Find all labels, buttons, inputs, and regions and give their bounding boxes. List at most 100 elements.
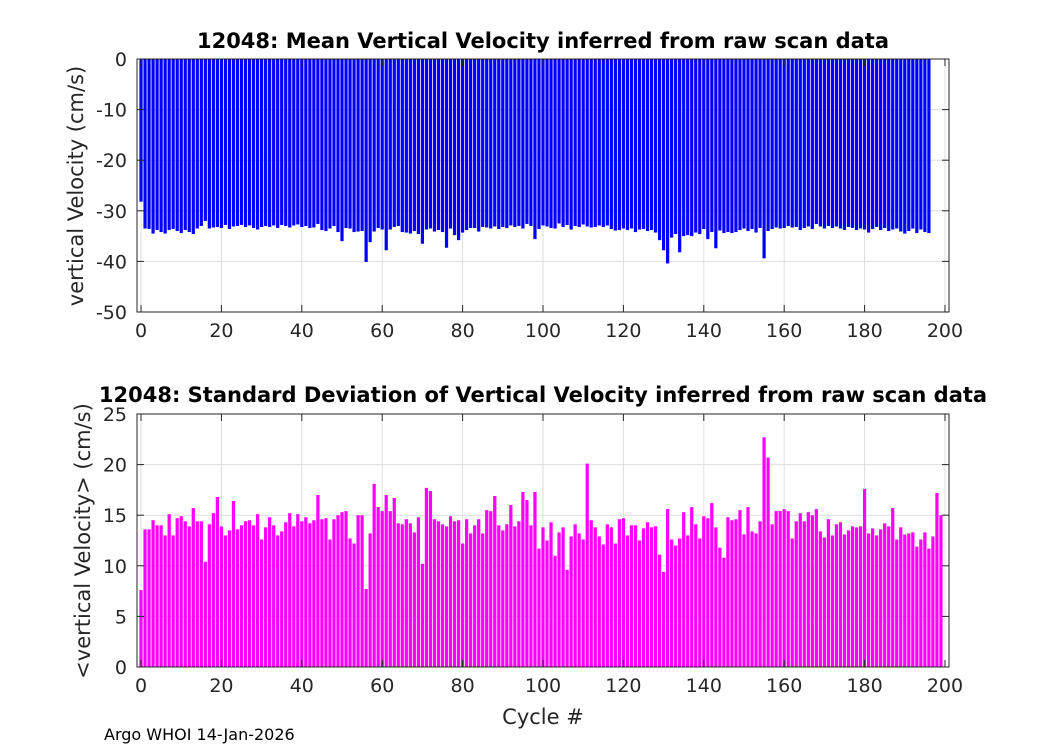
bar bbox=[682, 59, 686, 237]
bar bbox=[497, 59, 501, 230]
bar bbox=[879, 529, 883, 667]
bar bbox=[754, 59, 758, 233]
bar bbox=[883, 59, 887, 229]
bar bbox=[191, 59, 195, 235]
bar bbox=[738, 510, 742, 667]
bar bbox=[649, 59, 654, 231]
bar bbox=[251, 525, 256, 667]
bar bbox=[481, 59, 485, 227]
bar bbox=[300, 521, 304, 667]
bar bbox=[255, 59, 260, 230]
bar bbox=[489, 511, 493, 667]
x-tick-label: 60 bbox=[370, 320, 394, 342]
bar bbox=[722, 59, 726, 234]
x-tick-label: 0 bbox=[135, 675, 147, 697]
bar bbox=[653, 526, 658, 667]
bar bbox=[440, 524, 445, 667]
bar bbox=[505, 524, 509, 667]
bar bbox=[758, 59, 762, 229]
bar bbox=[891, 59, 895, 230]
bar bbox=[802, 59, 806, 229]
bar bbox=[292, 526, 296, 667]
bar bbox=[420, 59, 425, 244]
bar bbox=[746, 507, 750, 667]
bar bbox=[171, 59, 175, 230]
bar bbox=[171, 535, 175, 667]
bar bbox=[400, 59, 404, 233]
y-tick-label: 0 bbox=[115, 49, 127, 71]
bar bbox=[637, 540, 642, 667]
bar bbox=[730, 59, 734, 234]
bar bbox=[810, 515, 814, 667]
bar bbox=[420, 563, 425, 667]
bar bbox=[818, 59, 822, 227]
x-tick-label: 40 bbox=[290, 675, 314, 697]
bar bbox=[641, 59, 646, 230]
bar bbox=[424, 59, 429, 230]
bar bbox=[613, 59, 617, 231]
bar bbox=[167, 59, 171, 231]
y-tick-label: -30 bbox=[96, 201, 127, 223]
bar bbox=[215, 496, 220, 667]
bar bbox=[754, 533, 758, 667]
bar bbox=[557, 59, 561, 224]
bar bbox=[758, 521, 762, 667]
bar bbox=[376, 507, 380, 667]
bar bbox=[678, 59, 682, 253]
bar bbox=[432, 59, 437, 232]
x-tick-label: 160 bbox=[766, 320, 802, 342]
bar bbox=[239, 525, 244, 667]
bar bbox=[432, 519, 437, 667]
bar bbox=[424, 487, 429, 667]
bar bbox=[187, 526, 191, 667]
bar bbox=[505, 59, 509, 229]
x-tick-label: 80 bbox=[451, 320, 475, 342]
bar bbox=[742, 534, 746, 667]
bar bbox=[822, 537, 826, 667]
bar bbox=[312, 520, 316, 667]
x-tick-label: 180 bbox=[846, 320, 882, 342]
bar bbox=[300, 59, 304, 227]
bar bbox=[923, 59, 927, 233]
bar bbox=[858, 59, 863, 229]
bar bbox=[545, 59, 549, 227]
bar bbox=[915, 59, 919, 234]
y-tick-label: -40 bbox=[96, 251, 127, 273]
bar bbox=[187, 59, 191, 233]
bar bbox=[766, 59, 770, 232]
bar bbox=[223, 59, 228, 225]
bar bbox=[493, 495, 497, 667]
bar bbox=[666, 509, 670, 667]
bar bbox=[440, 59, 445, 233]
bar bbox=[561, 527, 565, 667]
bar bbox=[247, 520, 252, 667]
bar bbox=[227, 530, 232, 667]
bar bbox=[436, 59, 441, 231]
bar bbox=[710, 59, 714, 233]
bar bbox=[621, 518, 626, 667]
bar bbox=[834, 524, 839, 667]
bar bbox=[674, 545, 678, 667]
mean-velocity-chart-title: 12048: Mean Vertical Velocity inferred f… bbox=[197, 29, 889, 53]
bar bbox=[485, 59, 489, 228]
y-tick-label: 5 bbox=[115, 606, 127, 628]
bar bbox=[513, 526, 517, 667]
bar bbox=[706, 518, 710, 667]
bar bbox=[473, 525, 477, 667]
bar bbox=[195, 521, 199, 667]
bar bbox=[875, 59, 879, 227]
bar bbox=[280, 59, 284, 225]
bar bbox=[521, 491, 525, 667]
bar bbox=[790, 59, 794, 228]
bar bbox=[649, 527, 654, 667]
bar bbox=[501, 59, 505, 227]
bar bbox=[661, 571, 666, 667]
bar bbox=[203, 59, 207, 221]
bar bbox=[722, 557, 726, 667]
bar bbox=[529, 525, 533, 667]
bar bbox=[159, 59, 163, 233]
bar bbox=[251, 59, 256, 229]
bar bbox=[384, 494, 388, 667]
bar bbox=[850, 59, 855, 229]
